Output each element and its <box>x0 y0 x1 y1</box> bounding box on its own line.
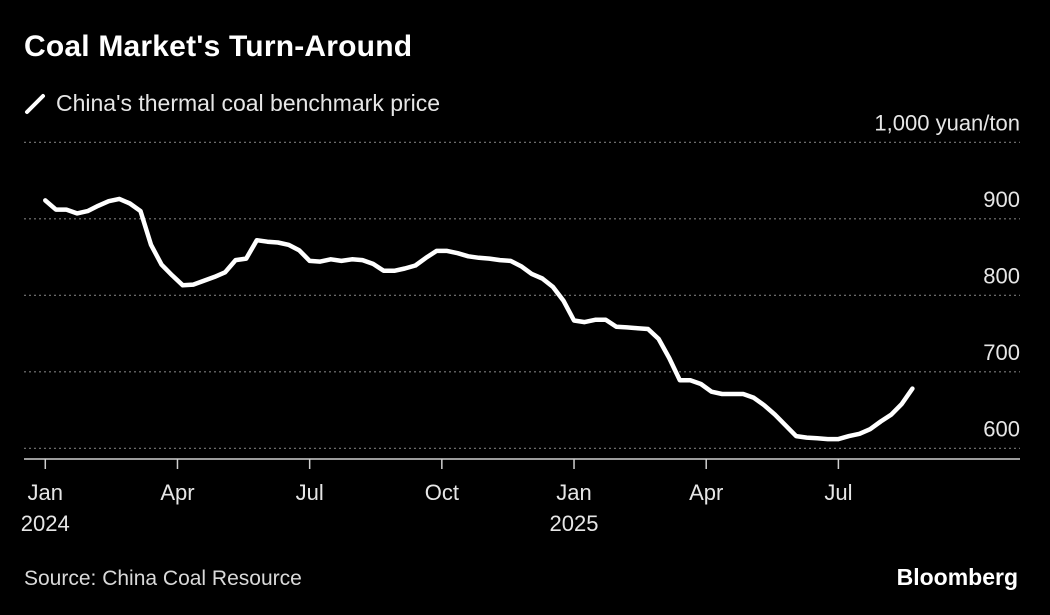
x-tick-label: Jan <box>28 480 63 505</box>
y-tick-label: 900 <box>983 187 1020 212</box>
y-tick-label: 700 <box>983 340 1020 365</box>
y-tick-label: 800 <box>983 263 1020 288</box>
series-line <box>43 196 915 442</box>
x-tick-label: Apr <box>160 480 194 505</box>
brand-logo: Bloomberg <box>896 564 1018 590</box>
x-tick-label: Jan <box>556 480 591 505</box>
x-tick-sublabel: 2025 <box>550 511 599 536</box>
y-tick-label: 1,000 yuan/ton <box>874 110 1020 135</box>
source-note: Source: China Coal Resource <box>24 567 302 590</box>
line-swatch-icon <box>24 93 46 115</box>
x-tick-label: Jul <box>296 480 324 505</box>
y-tick-label: 600 <box>983 416 1020 441</box>
x-tick-label: Oct <box>425 480 459 505</box>
legend: China's thermal coal benchmark price <box>24 90 440 117</box>
x-tick-label: Apr <box>689 480 723 505</box>
legend-label: China's thermal coal benchmark price <box>56 90 441 116</box>
x-tick-sublabel: 2024 <box>21 511 70 536</box>
x-tick-label: Jul <box>824 480 852 505</box>
chart-title: Coal Market's Turn-Around <box>24 30 413 63</box>
